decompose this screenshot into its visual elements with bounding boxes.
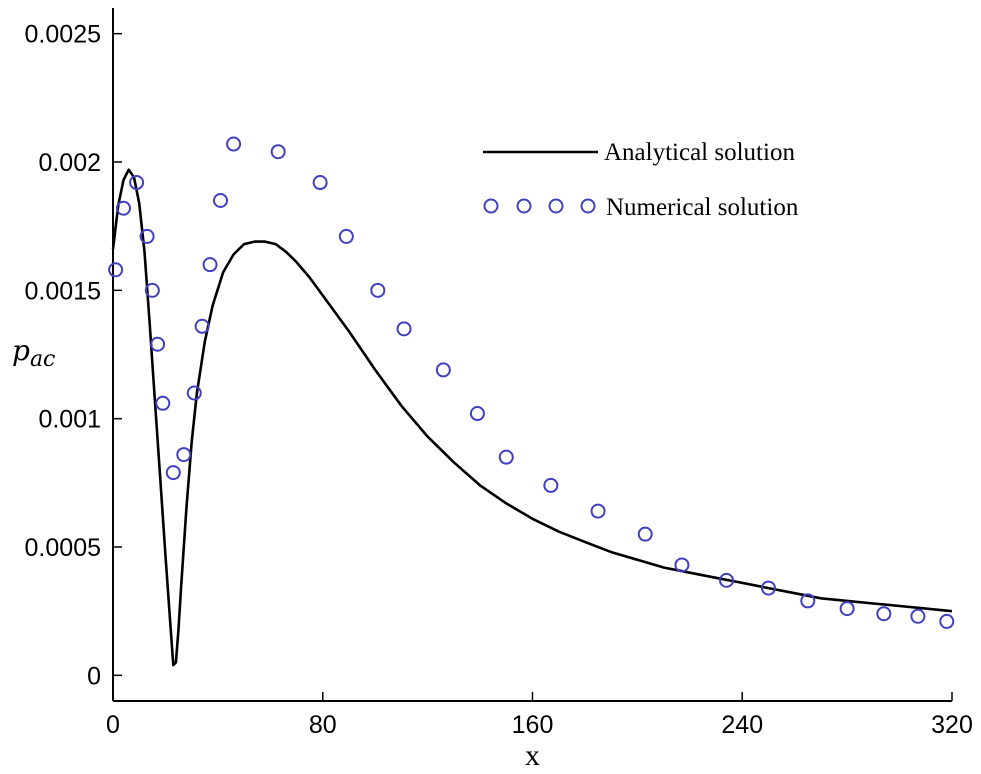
numerical-solution-marker [270,144,286,160]
y-tick-label: 0.002 [38,149,101,177]
numerical-solution-marker [144,282,160,298]
numerical-solution-marker [543,477,559,493]
legend-label-numerical: Numerical solution [606,194,799,221]
numerical-solution-marker [876,606,892,622]
legend-marker-swatch [516,198,532,214]
numerical-solution-marker [202,257,218,273]
numerical-solution-marker [435,362,451,378]
numerical-solution-marker [800,593,816,609]
numerical-solution-marker [165,465,181,481]
numerical-solution-marker [194,318,210,334]
numerical-solution-marker [469,406,485,422]
numerical-solution-marker [674,557,690,573]
numerical-solution-marker [176,447,192,463]
numerical-solution-marker [212,193,228,208]
numerical-solution-marker [338,228,354,244]
x-tick-label: 320 [931,711,973,739]
y-tick-label: 0.0005 [25,534,101,562]
analytical-solution-line [111,168,953,667]
x-tick-label: 160 [512,711,554,739]
numerical-solution-marker [760,580,776,596]
numerical-solution-marker [910,608,926,624]
y-tick-label: 0.001 [38,406,101,434]
axes: 0 80 160 240 320 0 0.0005 0.001 0.0015 0.002 0.002… [12,8,973,772]
y-axis-label-subscript: ac [30,347,55,372]
legend-marker-swatch [580,198,596,214]
numerical-solution-marker [139,228,155,244]
x-axis-label: x [525,739,540,769]
numerical-solution-marker [719,572,735,588]
numerical-solution-marker [590,503,606,519]
numerical-solution-marker [129,175,145,191]
numerical-solution-marker [186,385,202,401]
x-tick-label: 0 [106,711,120,739]
x-tick-label: 80 [309,711,337,739]
numerical-solution-marker [637,526,653,542]
numerical-solution-marker [108,262,124,278]
y-tick-label: 0.0025 [25,21,101,49]
y-tick-label: 0 [87,662,101,690]
numerical-solution-marker [396,321,412,337]
numerical-solution-marker [498,449,514,465]
series-layer [108,136,955,667]
numerical-solution-marker [155,395,171,411]
legend-marker-swatch [483,198,499,214]
numerical-solution-marker [312,175,328,191]
legend: Analytical solution Numerical solution [483,139,799,221]
numerical-solution-marker [839,601,855,617]
y-axis-label: pac [12,334,55,372]
numerical-solution-marker [150,336,166,352]
legend-label-analytical: Analytical solution [604,139,795,166]
legend-marker-swatch [548,198,564,214]
y-tick-label: 0.0015 [25,277,101,305]
numerical-solution-marker [370,282,386,298]
numerical-solution-marker [226,136,242,152]
y-axis-label-base: p [12,334,30,367]
numerical-solution-marker [939,613,955,629]
numerical-solution-marker [115,200,131,216]
x-tick-label: 240 [721,711,763,739]
